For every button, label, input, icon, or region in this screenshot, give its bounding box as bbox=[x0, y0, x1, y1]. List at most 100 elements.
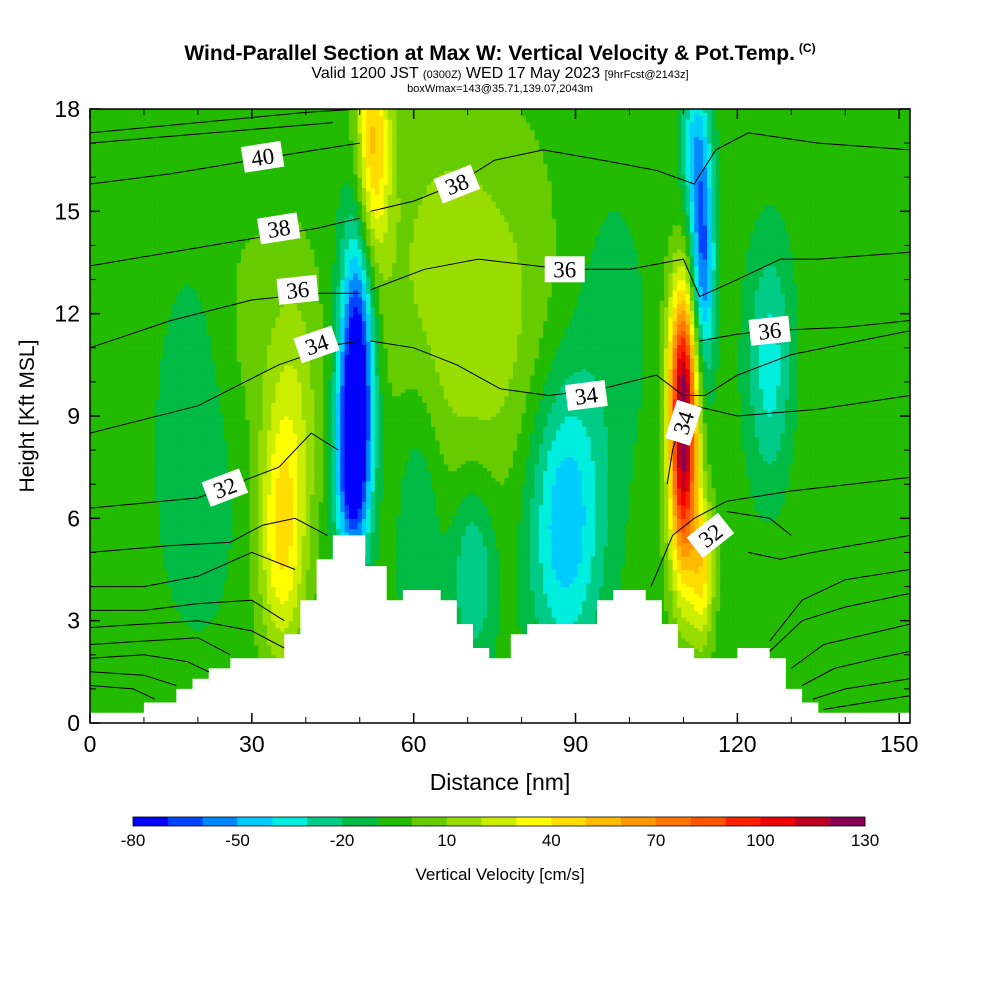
heat-cell bbox=[120, 153, 125, 157]
heat-cell bbox=[137, 283, 142, 287]
heat-cell bbox=[172, 215, 177, 219]
heat-cell bbox=[133, 283, 138, 287]
heat-cell bbox=[129, 396, 134, 400]
heat-cell bbox=[103, 303, 108, 307]
heat-cell bbox=[99, 525, 104, 529]
heat-cell bbox=[150, 300, 155, 304]
heat-cell bbox=[142, 566, 147, 570]
heat-cell bbox=[107, 689, 112, 693]
heat-cell bbox=[155, 310, 160, 314]
heat-cell bbox=[107, 164, 112, 168]
heat-cell bbox=[168, 423, 173, 427]
heat-cell bbox=[137, 334, 142, 338]
heat-cell bbox=[137, 631, 142, 635]
heat-cell bbox=[168, 675, 173, 679]
heat-cell bbox=[99, 597, 104, 601]
heat-cell bbox=[150, 164, 155, 168]
heat-cell bbox=[94, 706, 99, 710]
heat-cell bbox=[94, 167, 99, 171]
heat-cell bbox=[107, 351, 112, 355]
heat-cell bbox=[172, 358, 177, 362]
heat-cell bbox=[116, 399, 121, 403]
heat-cell bbox=[120, 556, 125, 560]
heat-cell bbox=[163, 494, 168, 498]
heat-cell bbox=[137, 218, 142, 222]
heat-cell bbox=[146, 477, 151, 481]
heat-cell bbox=[137, 129, 142, 133]
heat-cell bbox=[163, 116, 168, 120]
heat-cell bbox=[120, 191, 125, 195]
heat-cell bbox=[99, 491, 104, 495]
heat-cell bbox=[150, 269, 155, 273]
heat-cell bbox=[129, 338, 134, 342]
heat-cell bbox=[120, 433, 125, 437]
heat-cell bbox=[120, 310, 125, 314]
heat-cell bbox=[103, 232, 108, 236]
heat-cell bbox=[133, 157, 138, 161]
heat-cell bbox=[142, 150, 147, 154]
heat-cell bbox=[133, 703, 138, 707]
heat-cell bbox=[146, 293, 151, 297]
heat-cell bbox=[172, 505, 177, 509]
heat-cell bbox=[133, 464, 138, 468]
heat-cell bbox=[159, 658, 164, 662]
heat-cell bbox=[94, 191, 99, 195]
heat-cell bbox=[133, 235, 138, 239]
heat-cell bbox=[163, 566, 168, 570]
heat-cell bbox=[112, 658, 117, 662]
heat-cell bbox=[103, 211, 108, 215]
heat-cell bbox=[172, 327, 177, 331]
heat-cell bbox=[146, 406, 151, 410]
heat-cell bbox=[129, 593, 134, 597]
heat-cell bbox=[120, 372, 125, 376]
heat-cell bbox=[137, 164, 142, 168]
heat-cell bbox=[107, 587, 112, 591]
heat-cell bbox=[120, 228, 125, 232]
heat-cell bbox=[129, 392, 134, 396]
heat-cell bbox=[103, 320, 108, 324]
heat-cell bbox=[103, 648, 108, 652]
heat-cell bbox=[129, 140, 134, 144]
heat-cell bbox=[120, 269, 125, 273]
heat-cell bbox=[112, 133, 117, 137]
heat-cell bbox=[155, 587, 160, 591]
heat-cell bbox=[163, 508, 168, 512]
heat-cell bbox=[159, 167, 164, 171]
heat-cell bbox=[146, 389, 151, 393]
heat-cell bbox=[150, 552, 155, 556]
heat-cell bbox=[116, 512, 121, 516]
heat-cell bbox=[137, 658, 142, 662]
heat-cell bbox=[103, 365, 108, 369]
heat-cell bbox=[159, 348, 164, 352]
heat-cell bbox=[146, 518, 151, 522]
heat-cell bbox=[172, 293, 177, 297]
heat-cell bbox=[116, 651, 121, 655]
heat-cell bbox=[163, 297, 168, 301]
heat-cell bbox=[168, 140, 173, 144]
heat-cell bbox=[172, 559, 177, 563]
heat-cell bbox=[150, 617, 155, 621]
heat-cell bbox=[137, 409, 142, 413]
heat-cell bbox=[168, 372, 173, 376]
heat-cell bbox=[150, 341, 155, 345]
heat-cell bbox=[112, 372, 117, 376]
heat-cell bbox=[168, 280, 173, 284]
heat-cell bbox=[150, 208, 155, 212]
heat-cell bbox=[112, 563, 117, 567]
heat-cell bbox=[168, 443, 173, 447]
heat-cell bbox=[159, 416, 164, 420]
heat-cell bbox=[99, 187, 104, 191]
heat-cell bbox=[112, 153, 117, 157]
heat-cell bbox=[116, 119, 121, 123]
heat-cell bbox=[155, 590, 160, 594]
heat-cell bbox=[112, 494, 117, 498]
heat-cell bbox=[137, 474, 142, 478]
heat-cell bbox=[159, 334, 164, 338]
heat-cell bbox=[150, 423, 155, 427]
heat-cell bbox=[159, 460, 164, 464]
heat-cell bbox=[112, 464, 117, 468]
heat-cell bbox=[99, 396, 104, 400]
heat-cell bbox=[155, 436, 160, 440]
heat-cell bbox=[155, 474, 160, 478]
heat-cell bbox=[150, 443, 155, 447]
